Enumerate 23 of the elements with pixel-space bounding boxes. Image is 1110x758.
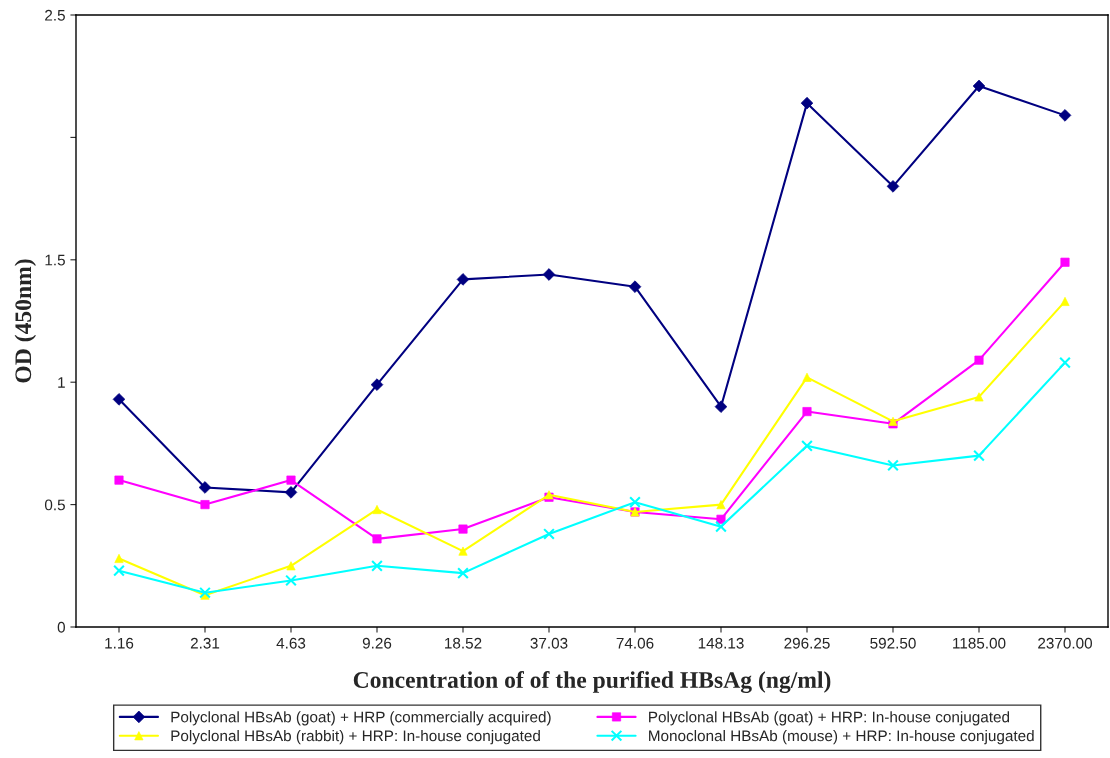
x-tick-label: 592.50 (870, 637, 916, 649)
y-tick-label: 0.5 (44, 499, 65, 511)
x-axis-title: Concentration of of the purified HBsAg (ng/ml) (353, 671, 831, 693)
y-tick-label: 1 (58, 377, 65, 388)
x-tick-label: 4.63 (276, 637, 306, 649)
legend-label: Polyclonal HBsAb (goat) + HRP (commercially acquired) (171, 711, 551, 726)
legend-label: Polyclonal HBsAb (rabbit) + HRP: In-house conjugated (171, 730, 540, 745)
x-tick-label: 1.16 (105, 637, 134, 649)
x-tick-label: 2.31 (190, 637, 220, 649)
y-tick-label: 0 (57, 621, 65, 633)
x-tick-label: 296.25 (784, 637, 830, 649)
x-tick-label: 37.03 (530, 637, 568, 649)
x-tick-label: 148.13 (698, 637, 744, 649)
y-tick-label: 1.5 (45, 254, 65, 266)
y-tick-label: 2.5 (45, 9, 65, 21)
x-tick-label: 2370.00 (1038, 637, 1093, 649)
x-tick-label: 18.52 (445, 637, 482, 649)
x-tick-label: 1185.00 (953, 637, 1006, 649)
x-tick-label: 74.06 (616, 637, 654, 649)
y-axis-title: OD (450nm) (14, 259, 37, 383)
legend-label: Polyclonal HBsAb (goat) + HRP: In-house conjugated (649, 711, 1010, 726)
x-tick-label: 9.26 (362, 637, 392, 649)
legend-label: Monoclonal HBsAb (mouse) + HRP: In-house conjugated (649, 730, 1034, 745)
